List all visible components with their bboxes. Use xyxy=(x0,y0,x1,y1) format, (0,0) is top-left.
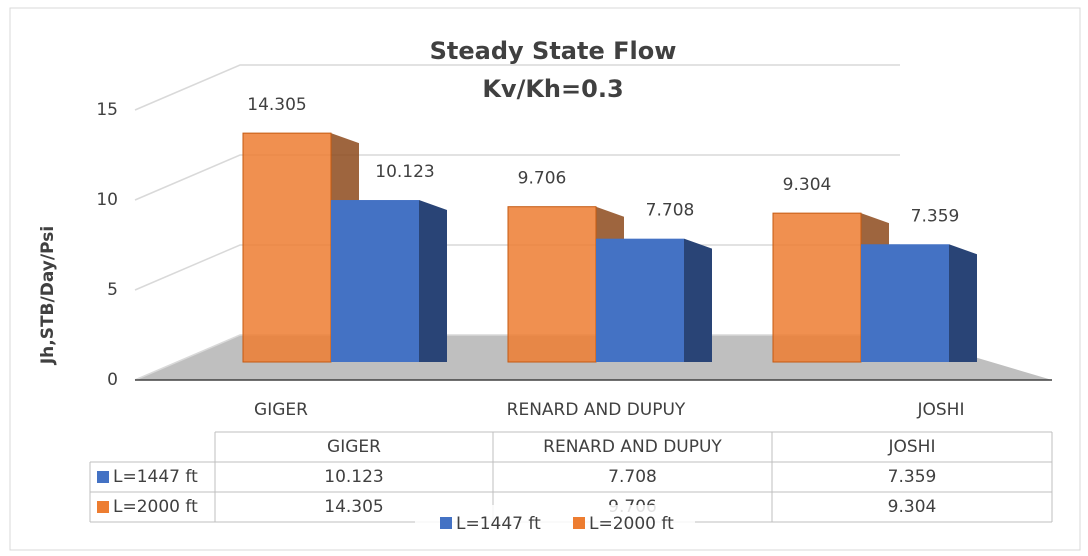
legend-key xyxy=(97,471,109,483)
legend-key xyxy=(97,501,109,513)
data-label: 9.304 xyxy=(783,175,832,195)
bar xyxy=(772,212,862,363)
legend-key xyxy=(440,517,452,529)
table-cell: 7.359 xyxy=(888,467,937,487)
legend-key xyxy=(573,517,585,529)
data-label: 10.123 xyxy=(375,162,434,182)
table-cell: 14.305 xyxy=(324,497,383,517)
y-tick-label: 5 xyxy=(107,280,118,300)
grid-line xyxy=(134,64,900,111)
bar xyxy=(507,206,597,363)
bar xyxy=(596,238,684,362)
table-row-label: L=2000 ft xyxy=(113,497,198,517)
table-header: JOSHI xyxy=(888,437,936,457)
chart-title: Steady State Flow xyxy=(430,37,677,65)
table-cell: 10.123 xyxy=(324,467,383,487)
legend-box xyxy=(415,505,695,545)
table-row-label: L=1447 ft xyxy=(113,467,198,487)
data-label: 7.708 xyxy=(646,201,695,221)
bar-side xyxy=(949,244,977,362)
data-label: 7.359 xyxy=(911,206,960,226)
data-label: 9.706 xyxy=(518,169,567,189)
y-tick-label: 15 xyxy=(96,100,118,120)
bar-side xyxy=(419,200,447,362)
table-header: GIGER xyxy=(327,437,381,457)
x-tick-label: RENARD AND DUPUY xyxy=(507,400,686,420)
x-tick-label: JOSHI xyxy=(917,400,965,420)
grid-line xyxy=(134,154,900,201)
bar xyxy=(861,244,949,362)
bar-side xyxy=(684,238,712,362)
table-header: RENARD AND DUPUY xyxy=(543,437,722,457)
chart-subtitle: Kv/Kh=0.3 xyxy=(482,75,623,103)
table-cell: 7.708 xyxy=(608,467,657,487)
bar xyxy=(331,200,419,362)
legend-label: L=2000 ft xyxy=(589,514,674,534)
bar xyxy=(242,132,332,363)
y-axis-title: Jh,STB/Day/Psi xyxy=(38,226,58,365)
y-tick-label: 0 xyxy=(107,370,118,390)
x-tick-label: GIGER xyxy=(254,400,308,420)
y-tick-label: 10 xyxy=(96,190,118,210)
table-cell: 9.304 xyxy=(888,497,937,517)
legend-label: L=1447 ft xyxy=(456,514,541,534)
data-label: 14.305 xyxy=(247,95,306,115)
